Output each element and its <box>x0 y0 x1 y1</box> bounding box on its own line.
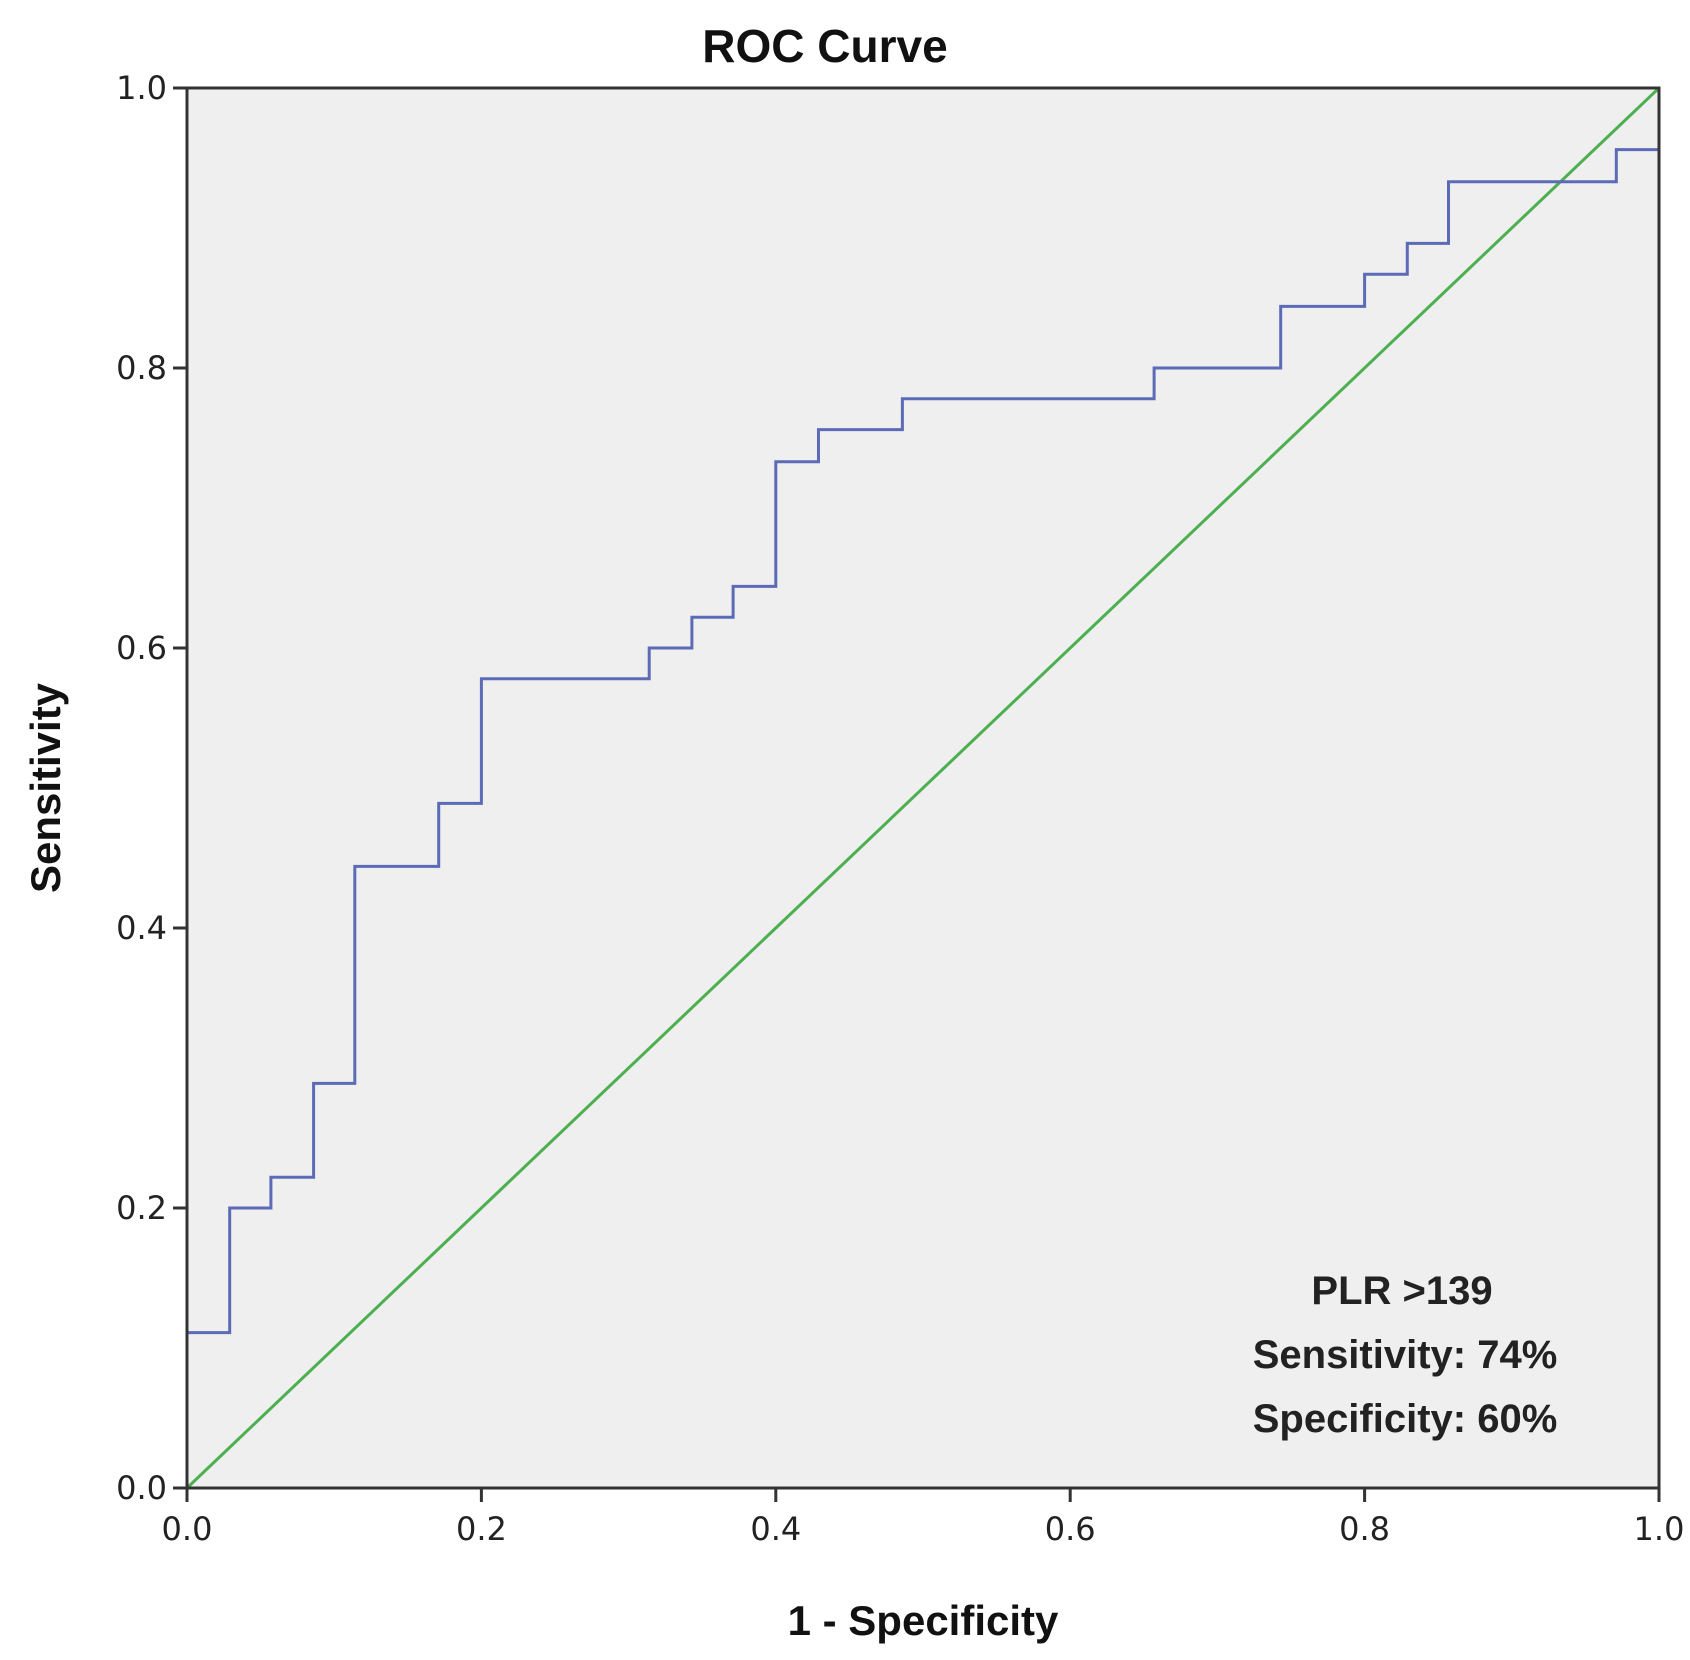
plot-frame <box>185 86 1661 1490</box>
x-tick-label: 0.6 <box>1045 1510 1096 1548</box>
y-tick-label: 1.0 <box>116 69 167 107</box>
y-tick-label: 0.4 <box>116 909 167 947</box>
y-tick-label: 0.0 <box>116 1469 167 1507</box>
y-axis: 0.0 0.2 0.4 0.6 0.8 1.0 <box>116 69 187 1507</box>
chart-title: ROC Curve <box>702 20 947 72</box>
y-tick-label: 0.6 <box>116 629 167 667</box>
series-layer <box>185 86 1661 1490</box>
x-axis: 0.0 0.2 0.4 0.6 0.8 1.0 <box>162 1488 1685 1548</box>
annotation-block: PLR >139 Sensitivity: 74% Specificity: 6… <box>1253 1269 1558 1441</box>
y-tick-label: 0.2 <box>116 1189 167 1227</box>
annotation-threshold: PLR >139 <box>1311 1269 1492 1313</box>
reference-diagonal-line <box>185 86 1661 1490</box>
annotation-specificity: Specificity: 60% <box>1253 1397 1558 1441</box>
x-tick-label: 0.0 <box>162 1510 213 1548</box>
x-tick-label: 0.4 <box>750 1510 801 1548</box>
x-tick-label: 1.0 <box>1634 1510 1685 1548</box>
annotation-sensitivity: Sensitivity: 74% <box>1253 1333 1558 1377</box>
x-axis-title: 1 - Specificity <box>788 1597 1059 1644</box>
y-tick-label: 0.8 <box>116 349 167 387</box>
x-tick-label: 0.8 <box>1339 1510 1390 1548</box>
y-axis-title: Sensitivity <box>22 682 69 893</box>
roc-curve-line <box>185 88 1661 1488</box>
x-tick-label: 0.2 <box>456 1510 507 1548</box>
